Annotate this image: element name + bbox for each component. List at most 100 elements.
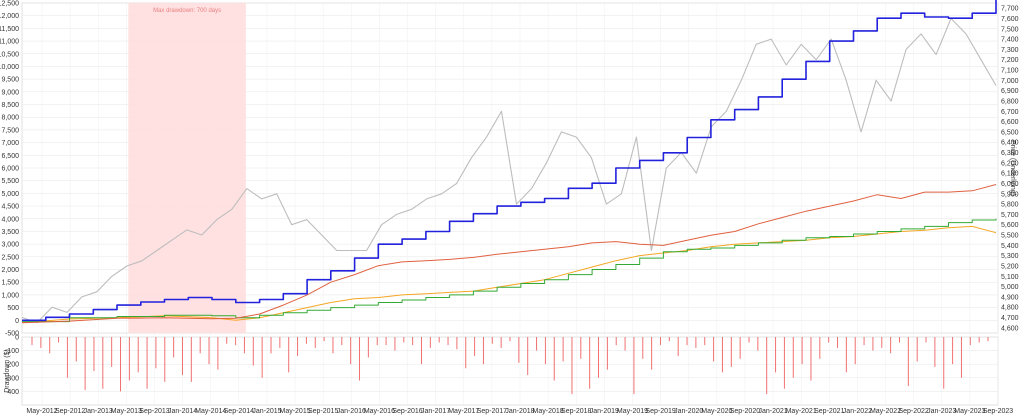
right-tick-label: 6,600 [1001,119,1019,126]
right-tick-label: 6,800 [1001,98,1019,105]
x-tick-label: Jan-2023 [927,408,956,415]
x-tick-label: May-2013 [111,408,142,415]
x-tick-label: May-2014 [195,408,226,415]
left-tick-label: 7,000 [1,140,19,147]
x-tick-label: May-2021 [786,408,817,415]
x-tick-label: Sep-2012 [55,408,85,415]
right-tick-label: 5,700 [1001,212,1019,219]
right-tick-label: 7,500 [1001,26,1019,33]
right-tick-label: 5,800 [1001,202,1019,209]
left-tick-label: 4,000 [1,216,19,223]
right-tick-label: 6,100 [1001,171,1019,178]
left-tick-label: 12,500 [0,1,19,8]
drawdown-tick-label: 0 [15,335,19,342]
left-tick-label: 12,000 [0,13,19,20]
left-tick-label: 9,500 [1,77,19,84]
x-tick-label: May-2023 [954,408,985,415]
x-tick-label: Jan-2017 [421,408,450,415]
right-tick-label: 7,300 [1001,47,1019,54]
right-tick-label: 6,500 [1001,129,1019,136]
x-tick-label: May-2016 [364,408,395,415]
right-tick-label: 5,000 [1001,284,1019,291]
x-tick-label: Jan-2016 [337,408,366,415]
left-tick-label: 7,500 [1,127,19,134]
series-line-1 [21,184,997,324]
right-tick-label: 5,200 [1001,263,1019,270]
right-tick-label: 6,300 [1001,150,1019,157]
right-tick-label: 4,800 [1001,305,1019,312]
left-tick-label: 10,500 [0,51,19,58]
left-tick-label: 6,000 [1,166,19,173]
right-tick-label: 7,600 [1001,16,1019,23]
x-tick-label: Sep-2016 [392,408,422,415]
x-tick-label: May-2018 [533,408,564,415]
right-tick-label: 7,000 [1001,78,1019,85]
x-tick-label: Sep-2014 [224,408,254,415]
right-axis-title: Price (Underlying) [1009,140,1016,196]
x-tick-label: Jan-2014 [168,408,197,415]
right-tick-label: 6,700 [1001,109,1019,116]
drawdown-tick-label: -300 [5,375,19,382]
right-tick-label: 6,400 [1001,140,1019,147]
x-tick-label: Jan-2013 [84,408,113,415]
x-tick-label: Sep-2023 [983,408,1013,415]
left-tick-label: 10,000 [0,64,19,71]
right-tick-label: 5,400 [1001,243,1019,250]
right-tick-label: 5,300 [1001,253,1019,260]
left-tick-label: 9,000 [1,89,19,96]
x-tick-label: Jan-2018 [505,408,534,415]
x-tick-label: Sep-2021 [814,408,844,415]
left-tick-label: 4,500 [1,204,19,211]
right-tick-label: 7,400 [1001,37,1019,44]
drawdown-axis-ticks: 0 -100 -200 -300 -400 [5,335,19,396]
x-tick-label: Sep-2022 [898,408,928,415]
x-tick-label: Jan-2019 [590,408,619,415]
x-tick-label: May-2017 [448,408,479,415]
right-axis-ticks: 7,700 7,600 7,500 7,400 7,300 7,200 7,100 7,000… [1001,6,1019,333]
left-tick-label: 2,500 [1,254,19,261]
right-tick-label: 7,100 [1001,68,1019,75]
left-tick-label: 8,500 [1,102,19,109]
right-tick-label: 4,900 [1001,294,1019,301]
left-tick-label: 8,000 [1,115,19,122]
series-layer [21,0,997,324]
right-tick-label: 6,200 [1001,160,1019,167]
right-tick-label: 5,600 [1001,222,1019,229]
left-tick-label: 0 [15,318,19,325]
series-line-4 [21,17,997,324]
right-tick-label: 4,700 [1001,315,1019,322]
left-tick-label: 6,500 [1,153,19,160]
left-tick-label: 1,500 [1,280,19,287]
right-tick-label: 6,900 [1001,88,1019,95]
x-tick-label: May-2020 [701,408,732,415]
left-tick-label: 5,500 [1,178,19,185]
left-tick-label: -500 [5,331,19,338]
max-drawdown-label: Max drawdown: 700 days [153,8,221,14]
right-tick-label: 5,100 [1001,274,1019,281]
x-tick-label: Jan-2015 [252,408,281,415]
x-tick-label: Jan-2020 [674,408,703,415]
right-tick-label: 5,900 [1001,191,1019,198]
left-tick-label: 1,000 [1,292,19,299]
x-tick-label: Sep-2017 [477,408,507,415]
drawdown-tick-label: -100 [5,348,19,355]
left-tick-label: 11,000 [0,39,19,46]
left-tick-label: 500 [7,305,19,312]
right-tick-label: 4,600 [1001,325,1019,332]
left-tick-label: 3,000 [1,242,19,249]
drawdown-bars [31,337,989,395]
right-tick-label: 5,500 [1001,233,1019,240]
right-tick-label: 7,200 [1001,57,1019,64]
x-tick-label: Sep-2019 [645,408,675,415]
x-tick-label: Sep-2020 [730,408,760,415]
right-tick-label: 7,700 [1001,6,1019,13]
x-axis-ticks: May-2012Sep-2012Jan-2013May-2013Sep-2013… [26,408,1013,415]
x-tick-label: Jan-2021 [758,408,787,415]
drawdown-axis-title: Drawdown ($) [4,349,11,393]
max-drawdown-highlight [128,3,246,333]
left-axis-ticks: 12,500 12,000 11,500 11,000 10,500 10,000 9,50… [0,1,19,338]
left-tick-label: 5,000 [1,191,19,198]
x-tick-label: May-2012 [26,408,57,415]
left-tick-label: 3,500 [1,229,19,236]
